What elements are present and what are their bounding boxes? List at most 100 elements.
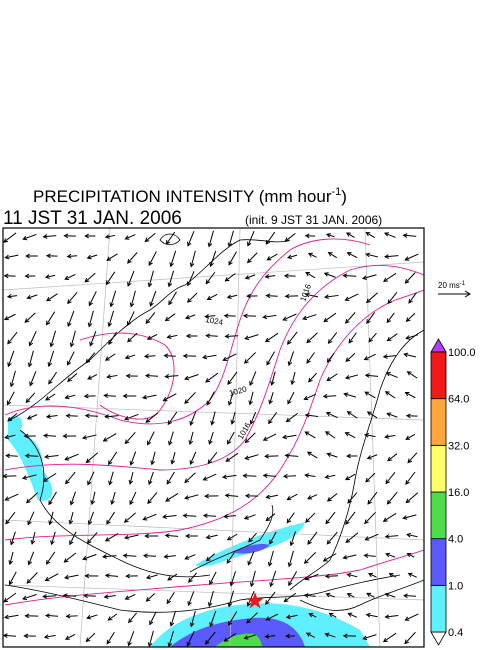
wind-arrowhead (87, 520, 93, 526)
wind-arrow (266, 351, 275, 366)
wind-arrow (305, 573, 319, 580)
wind-arrow (49, 511, 54, 525)
wind-arrowhead (385, 479, 391, 485)
wind-arrowhead (9, 540, 15, 546)
wind-arrowhead (28, 341, 34, 347)
wind-field (3, 230, 419, 647)
wind-arrowhead (362, 635, 368, 641)
wind-arrow (5, 493, 19, 501)
wind-arrowhead (104, 356, 110, 361)
wind-arrow (287, 254, 298, 259)
wind-arrowhead (346, 453, 351, 459)
wind-arrowhead (162, 514, 167, 519)
wind-arrowhead (63, 558, 69, 563)
wind-arrowhead (186, 281, 192, 287)
wind-arrow (67, 372, 78, 382)
wind-arrowhead (67, 299, 72, 305)
wind-arrowhead (287, 399, 292, 405)
wind-arrow (384, 232, 396, 238)
wind-arrowhead (24, 273, 30, 279)
wind-arrowhead (363, 356, 369, 361)
wind-arrow (224, 515, 236, 518)
wind-arrowhead (127, 258, 132, 264)
wind-arrow (387, 453, 398, 462)
wind-arrow (26, 572, 38, 584)
wind-arrow (386, 312, 395, 323)
wind-arrowhead (323, 272, 329, 277)
wind-arrowhead (346, 411, 352, 416)
wind-arrowhead (286, 254, 292, 260)
wind-arrowhead (105, 280, 111, 286)
wind-arrow (67, 255, 78, 258)
wind-arrow (405, 613, 419, 621)
isobar-label: 1020 (228, 384, 248, 397)
wind-arrowhead (45, 414, 51, 419)
wind-arrowhead (7, 362, 12, 368)
wind-arrowhead (142, 394, 148, 400)
wind-arrow (10, 370, 16, 387)
wind-arrowhead (184, 478, 190, 484)
wind-arrow (304, 393, 317, 400)
wind-arrow (327, 493, 338, 502)
wind-arrowhead (223, 637, 229, 642)
wind-arrow (5, 434, 16, 439)
wind-arrowhead (247, 241, 252, 247)
wind-arrow (9, 551, 14, 565)
wind-arrow (306, 632, 315, 638)
wind-arrow (385, 391, 396, 399)
wind-arrow (323, 395, 337, 397)
wind-arrow (250, 411, 257, 425)
wind-arrow (51, 531, 56, 545)
wind-arrow (209, 610, 217, 627)
wind-arrow (407, 371, 418, 379)
wind-arrow (3, 232, 17, 243)
wind-arrowhead (242, 313, 248, 319)
wind-arrowhead (289, 541, 295, 547)
wind-arrow (124, 413, 139, 420)
wind-arrow (3, 634, 17, 637)
wind-arrow (231, 411, 236, 424)
wind-arrowhead (126, 321, 132, 327)
title-exponent: -1 (331, 186, 341, 198)
wind-arrow (46, 415, 58, 418)
wind-arrow (45, 573, 59, 581)
colorbar-under (430, 631, 447, 646)
wind-arrowhead (227, 242, 233, 248)
wind-arrowhead (305, 518, 310, 523)
wind-arrow (327, 453, 338, 458)
wind-arrow (250, 570, 256, 587)
wind-arrowhead (165, 497, 170, 502)
wind-arrowhead (23, 433, 29, 439)
wind-arrowhead (228, 260, 233, 266)
wind-arrowhead (103, 393, 109, 399)
wind-arrowhead (246, 601, 252, 607)
wind-arrow (347, 252, 358, 259)
wind-arrowhead (264, 453, 269, 459)
wind-arrow (347, 593, 355, 598)
wind-arrow (5, 254, 19, 259)
wind-arrowhead (87, 375, 93, 380)
wind-arrowhead (170, 459, 176, 465)
wind-arrowhead (324, 632, 330, 638)
wind-arrowhead (249, 381, 254, 387)
wind-arrowhead (304, 233, 310, 239)
wind-arrowhead (367, 499, 372, 505)
wind-arrowhead (385, 372, 391, 377)
wind-arrow (209, 571, 217, 585)
wind-arrowhead (167, 282, 173, 288)
wind-arrow (130, 290, 136, 307)
wind-arrowhead (3, 273, 9, 279)
wind-arrowhead (87, 322, 93, 328)
wind-arrowhead (202, 476, 208, 481)
wind-arrowhead (29, 381, 34, 387)
wind-arrowhead (24, 453, 30, 459)
wind-arrowhead (366, 298, 371, 304)
wind-arrow (306, 352, 315, 364)
wind-arrow (288, 571, 298, 586)
wind-arrowhead (268, 419, 273, 425)
wind-arrowhead (128, 479, 134, 485)
wind-arrow (205, 315, 216, 318)
wind-arrowhead (108, 480, 113, 486)
wind-arrow (328, 252, 337, 259)
